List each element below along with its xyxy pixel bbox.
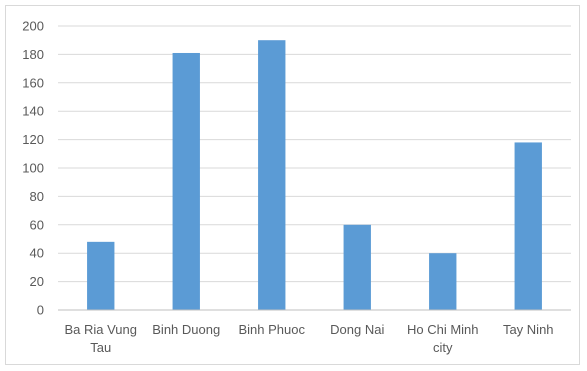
x-tick-label: Tay Ninh — [503, 322, 554, 337]
x-tick-label-line: Dong Nai — [330, 322, 384, 337]
x-tick-label: Binh Phuoc — [239, 322, 306, 337]
bar — [87, 241, 115, 310]
bar — [343, 224, 371, 310]
x-tick-label-line: city — [433, 340, 453, 355]
bar-chart: 0 20 40 60 80 100 120 140 160 180 200 Ba Ria Vung T… — [22, 19, 571, 355]
bar — [514, 142, 542, 310]
y-tick-label: 120 — [22, 132, 44, 147]
bar — [258, 40, 286, 310]
x-tick-label: Ho Chi Minh city — [407, 322, 479, 355]
y-tick-label: 20 — [30, 274, 44, 289]
x-tick-label-line: Binh Phuoc — [239, 322, 306, 337]
x-tick-label-line: Binh Duong — [152, 322, 220, 337]
y-tick-label: 60 — [30, 217, 44, 232]
x-tick-label: Binh Duong — [152, 322, 220, 337]
bar — [429, 253, 457, 310]
y-tick-label: 80 — [30, 189, 44, 204]
x-tick-label-line: Tay Ninh — [503, 322, 554, 337]
chart-area: 0 20 40 60 80 100 120 140 160 180 200 Ba Ria Vung T… — [5, 5, 580, 365]
y-tick-label: 200 — [22, 19, 44, 34]
gridlines — [58, 25, 571, 283]
y-tick-label: 100 — [22, 161, 44, 176]
x-tick-label: Ba Ria Vung Tau — [64, 322, 137, 355]
bar — [172, 52, 200, 310]
y-tick-label: 140 — [22, 104, 44, 119]
y-tick-label: 160 — [22, 75, 44, 90]
y-tick-label: 180 — [22, 47, 44, 62]
y-axis-tick-labels: 0 20 40 60 80 100 120 140 160 180 200 — [22, 19, 44, 318]
x-axis-tick-labels: Ba Ria Vung Tau Binh Duong Binh Phuoc Dong N… — [64, 322, 553, 355]
x-tick-label-line: Ba Ria Vung — [64, 322, 137, 337]
x-tick-label: Dong Nai — [330, 322, 384, 337]
bars — [87, 40, 542, 310]
y-tick-label: 0 — [37, 303, 44, 318]
x-tick-label-line: Tau — [90, 340, 111, 355]
x-tick-label-line: Ho Chi Minh — [407, 322, 479, 337]
y-tick-label: 40 — [30, 246, 44, 261]
